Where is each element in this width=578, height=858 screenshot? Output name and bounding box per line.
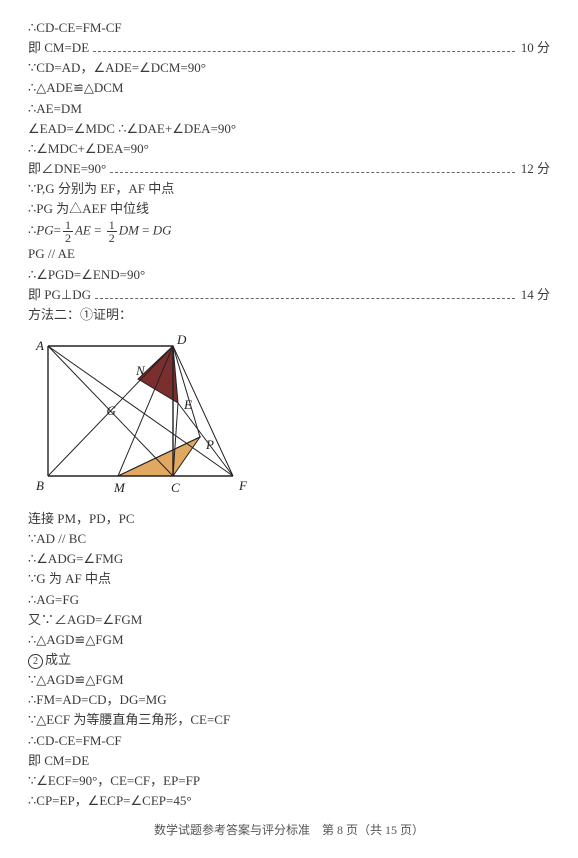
- proof-line: ∴FM=AD=CD，DG=MG: [28, 690, 550, 710]
- proof-text: ∵CD=AD，∠ADE=∠DCM=90°: [28, 58, 206, 78]
- proof-line: 即 PG⊥DG 14 分: [28, 285, 550, 305]
- proof-text: 又∵∠AGD=∠FGM: [28, 610, 142, 630]
- score-label: 12 分: [519, 159, 550, 179]
- proof-text: PG // AE: [28, 244, 75, 264]
- proof-text: 即 PG⊥DG: [28, 285, 91, 305]
- geometry-diagram: A D B C M F E P G N: [28, 331, 248, 501]
- proof-text: ∴∠PGD=∠END=90°: [28, 265, 145, 285]
- proof-line: ∴CP=EP，∠ECP=∠CEP=45°: [28, 791, 550, 811]
- proof-line: ∴∠ADG=∠FMG: [28, 549, 550, 569]
- proof-line: ∵∠ECF=90°，CE=CF，EP=FP: [28, 771, 550, 791]
- svg-text:B: B: [36, 478, 44, 493]
- proof-text: ∵G 为 AF 中点: [28, 569, 111, 589]
- svg-text:M: M: [113, 480, 126, 495]
- proof-text: ∵AD // BC: [28, 529, 86, 549]
- dot-leader: [110, 172, 514, 173]
- proof-text: 2成立: [28, 650, 71, 670]
- proof-text: ∵△ECF 为等腰直角三角形，CE=CF: [28, 710, 230, 730]
- proof-line: ∠EAD=∠MDC ∴∠DAE+∠DEA=90°: [28, 119, 550, 139]
- proof-text: ∵P,G 分别为 EF，AF 中点: [28, 179, 174, 199]
- svg-text:D: D: [176, 332, 187, 347]
- proof-line: 连接 PM，PD，PC: [28, 509, 550, 529]
- svg-text:C: C: [171, 480, 180, 495]
- proof-block-2: 连接 PM，PD，PC∵AD // BC∴∠ADG=∠FMG∵G 为 AF 中点…: [28, 509, 550, 811]
- method-2-heading: 方法二：①证明：: [28, 305, 550, 325]
- proof-text: ∵△AGD≌△FGM: [28, 670, 124, 690]
- proof-block-1: ∴CD-CE=FM-CF即 CM=DE 10 分 ∵CD=AD，∠ADE=∠DCM=…: [28, 18, 550, 305]
- proof-line: 即∠DNE=90° 12 分: [28, 159, 550, 179]
- proof-text: ∴∠ADG=∠FMG: [28, 549, 123, 569]
- proof-line: 即 CM=DE: [28, 751, 550, 771]
- proof-line: ∴AG=FG: [28, 590, 550, 610]
- proof-line: ∵G 为 AF 中点: [28, 569, 550, 589]
- svg-text:E: E: [183, 397, 192, 412]
- method-2-text: 方法二：①证明：: [28, 305, 132, 325]
- proof-line: 2成立: [28, 650, 550, 670]
- proof-text: 即 CM=DE: [28, 751, 89, 771]
- proof-text: ∴CP=EP，∠ECP=∠CEP=45°: [28, 791, 192, 811]
- score-label: 14 分: [519, 285, 550, 305]
- svg-text:G: G: [107, 403, 117, 418]
- proof-line: ∴△AGD≌△FGM: [28, 630, 550, 650]
- proof-text: ∴PG=12AE = 12DM = DG: [28, 219, 172, 244]
- proof-line: ∴PG 为△AEF 中位线: [28, 199, 550, 219]
- proof-text: ∴△ADE≌△DCM: [28, 78, 124, 98]
- svg-text:A: A: [35, 338, 44, 353]
- proof-text: ∵∠ECF=90°，CE=CF，EP=FP: [28, 771, 200, 791]
- proof-text: ∴AE=DM: [28, 99, 82, 119]
- proof-line: ∴CD-CE=FM-CF: [28, 731, 550, 751]
- proof-text: ∠EAD=∠MDC ∴∠DAE+∠DEA=90°: [28, 119, 236, 139]
- proof-text: ∴CD-CE=FM-CF: [28, 731, 122, 751]
- proof-line: ∵△AGD≌△FGM: [28, 670, 550, 690]
- proof-line: 即 CM=DE 10 分: [28, 38, 550, 58]
- proof-line: PG // AE: [28, 244, 550, 264]
- proof-text: ∴AG=FG: [28, 590, 79, 610]
- page-footer: 数学试题参考答案与评分标准 第 8 页（共 15 页）: [28, 821, 550, 840]
- proof-line: ∴∠MDC+∠DEA=90°: [28, 139, 550, 159]
- proof-text: ∴∠MDC+∠DEA=90°: [28, 139, 149, 159]
- proof-text: 即∠DNE=90°: [28, 159, 106, 179]
- proof-line: ∵△ECF 为等腰直角三角形，CE=CF: [28, 710, 550, 730]
- svg-text:P: P: [205, 437, 214, 452]
- svg-text:N: N: [135, 363, 146, 378]
- proof-line: 又∵∠AGD=∠FGM: [28, 610, 550, 630]
- proof-text: ∴CD-CE=FM-CF: [28, 18, 122, 38]
- proof-text: ∴PG 为△AEF 中位线: [28, 199, 149, 219]
- proof-line: ∴CD-CE=FM-CF: [28, 18, 550, 38]
- proof-line: ∵AD // BC: [28, 529, 550, 549]
- proof-text: 即 CM=DE: [28, 38, 89, 58]
- proof-text: 连接 PM，PD，PC: [28, 509, 135, 529]
- score-label: 10 分: [519, 38, 550, 58]
- dot-leader: [93, 51, 515, 52]
- svg-text:F: F: [238, 478, 248, 493]
- proof-line: ∴∠PGD=∠END=90°: [28, 265, 550, 285]
- proof-text: ∴FM=AD=CD，DG=MG: [28, 690, 167, 710]
- proof-line: ∵P,G 分别为 EF，AF 中点: [28, 179, 550, 199]
- dot-leader: [95, 298, 515, 299]
- proof-line: ∵CD=AD，∠ADE=∠DCM=90°: [28, 58, 550, 78]
- proof-text: ∴△AGD≌△FGM: [28, 630, 124, 650]
- proof-line: ∴AE=DM: [28, 99, 550, 119]
- proof-line: ∴PG=12AE = 12DM = DG: [28, 219, 550, 244]
- proof-line: ∴△ADE≌△DCM: [28, 78, 550, 98]
